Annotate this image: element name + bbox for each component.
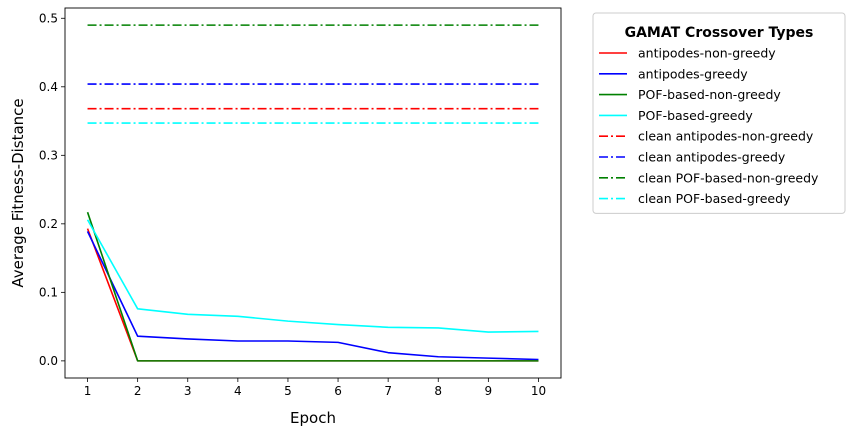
legend-items: antipodes-non-greedy antipodes-greedy POF-… xyxy=(599,46,819,206)
x-axis: 1 2 3 4 5 6 7 8 9 10 xyxy=(84,378,546,398)
x-tick-label: 10 xyxy=(531,384,546,398)
legend-label: clean antipodes-non-greedy xyxy=(638,129,814,144)
series-line-antipodes-greedy xyxy=(86,231,539,361)
legend-label: antipodes-non-greedy xyxy=(638,46,776,61)
x-axis-label: Epoch xyxy=(290,409,336,427)
y-tick-label: 0.1 xyxy=(39,285,58,299)
legend: GAMAT Crossover Types antipodes-non-gree… xyxy=(592,12,846,214)
series-layer xyxy=(86,24,539,362)
x-tick-label: 6 xyxy=(334,384,342,398)
x-tick-label: 9 xyxy=(485,384,493,398)
plot-frame xyxy=(64,7,562,379)
y-tick-label: 0.2 xyxy=(39,217,58,231)
x-tick-label: 1 xyxy=(84,384,92,398)
legend-box xyxy=(592,12,846,214)
series-line-pof-based-non-greedy xyxy=(86,211,539,362)
x-tick-label: 4 xyxy=(234,384,242,398)
y-tick-label: 0.4 xyxy=(39,80,58,94)
legend-label: clean POF-based-greedy xyxy=(638,191,791,206)
x-tick-label: 2 xyxy=(134,384,142,398)
legend-label: clean antipodes-greedy xyxy=(638,150,786,165)
y-axis: 0.0 0.1 0.2 0.3 0.4 0.5 xyxy=(39,11,65,368)
y-tick-label: 0.3 xyxy=(39,148,58,162)
x-tick-label: 5 xyxy=(284,384,292,398)
x-tick-label: 7 xyxy=(384,384,392,398)
legend-label: clean POF-based-non-greedy xyxy=(638,170,819,185)
legend-label: antipodes-greedy xyxy=(638,66,748,81)
y-axis-label: Average Fitness-Distance xyxy=(9,98,27,287)
legend-label: POF-based-greedy xyxy=(638,108,753,123)
legend-label: POF-based-non-greedy xyxy=(638,87,781,102)
x-tick-label: 3 xyxy=(184,384,192,398)
y-tick-label: 0.5 xyxy=(39,11,58,25)
y-tick-label: 0.0 xyxy=(39,354,58,368)
legend-title: GAMAT Crossover Types xyxy=(625,25,814,41)
series-line-pof-based-greedy xyxy=(86,219,539,333)
x-tick-label: 8 xyxy=(434,384,442,398)
